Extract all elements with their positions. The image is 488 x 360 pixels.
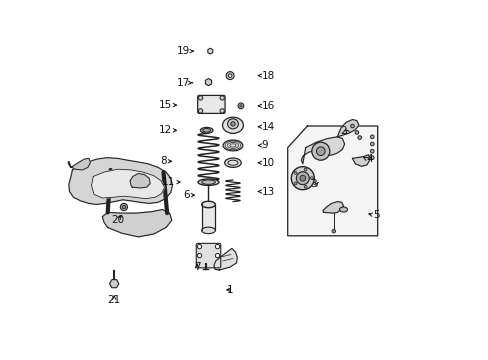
Text: 7: 7 bbox=[193, 262, 200, 272]
Text: 2: 2 bbox=[340, 126, 346, 136]
Circle shape bbox=[239, 105, 242, 107]
Circle shape bbox=[370, 149, 373, 153]
Circle shape bbox=[311, 142, 329, 160]
Polygon shape bbox=[91, 169, 164, 199]
Circle shape bbox=[316, 147, 325, 156]
Ellipse shape bbox=[201, 201, 215, 208]
Text: 17: 17 bbox=[176, 78, 189, 88]
Text: 12: 12 bbox=[158, 125, 171, 135]
Polygon shape bbox=[352, 155, 369, 166]
Polygon shape bbox=[287, 126, 377, 236]
Ellipse shape bbox=[223, 140, 243, 151]
Polygon shape bbox=[213, 248, 237, 270]
FancyBboxPatch shape bbox=[197, 95, 224, 113]
Ellipse shape bbox=[201, 227, 215, 234]
Circle shape bbox=[197, 253, 201, 258]
Text: 6: 6 bbox=[183, 190, 189, 200]
Circle shape bbox=[357, 136, 361, 139]
Circle shape bbox=[220, 96, 224, 100]
Circle shape bbox=[122, 205, 125, 209]
Circle shape bbox=[304, 185, 306, 188]
Text: 21: 21 bbox=[107, 294, 121, 305]
Circle shape bbox=[370, 156, 373, 159]
Text: 16: 16 bbox=[261, 101, 274, 111]
Circle shape bbox=[310, 177, 313, 180]
Circle shape bbox=[331, 229, 335, 233]
Circle shape bbox=[198, 96, 203, 100]
Circle shape bbox=[296, 172, 309, 185]
Text: 1: 1 bbox=[226, 285, 232, 295]
Text: 14: 14 bbox=[261, 122, 274, 132]
Polygon shape bbox=[68, 158, 90, 170]
Circle shape bbox=[370, 135, 373, 139]
Polygon shape bbox=[130, 174, 150, 188]
Circle shape bbox=[299, 175, 305, 181]
Circle shape bbox=[225, 72, 234, 80]
Circle shape bbox=[350, 124, 354, 128]
Text: 10: 10 bbox=[261, 158, 274, 168]
Circle shape bbox=[220, 109, 224, 113]
Circle shape bbox=[304, 168, 306, 171]
Text: 20: 20 bbox=[111, 215, 124, 225]
Circle shape bbox=[293, 171, 296, 174]
Circle shape bbox=[293, 182, 296, 185]
Polygon shape bbox=[69, 158, 172, 204]
Circle shape bbox=[291, 167, 314, 190]
Text: 15: 15 bbox=[158, 100, 171, 110]
Ellipse shape bbox=[203, 129, 210, 132]
Circle shape bbox=[238, 103, 244, 109]
Ellipse shape bbox=[224, 158, 241, 167]
Circle shape bbox=[215, 244, 219, 249]
Polygon shape bbox=[102, 210, 171, 237]
Circle shape bbox=[197, 244, 201, 249]
Ellipse shape bbox=[339, 207, 347, 212]
Text: 11: 11 bbox=[162, 177, 175, 187]
Ellipse shape bbox=[200, 127, 213, 133]
Circle shape bbox=[228, 74, 231, 77]
Circle shape bbox=[215, 253, 219, 258]
Text: 13: 13 bbox=[261, 186, 274, 197]
Circle shape bbox=[354, 131, 358, 134]
Ellipse shape bbox=[198, 179, 219, 185]
Circle shape bbox=[370, 142, 373, 146]
Bar bbox=[202, 204, 215, 230]
Polygon shape bbox=[337, 120, 358, 137]
Polygon shape bbox=[322, 202, 343, 213]
Text: 9: 9 bbox=[261, 140, 268, 150]
Text: 4: 4 bbox=[366, 154, 373, 164]
Text: 8: 8 bbox=[160, 156, 166, 166]
Circle shape bbox=[198, 109, 203, 113]
Text: 19: 19 bbox=[176, 46, 189, 56]
Text: 18: 18 bbox=[261, 71, 274, 81]
FancyBboxPatch shape bbox=[196, 243, 220, 268]
Text: 5: 5 bbox=[373, 210, 379, 220]
Text: 3: 3 bbox=[309, 179, 316, 189]
Circle shape bbox=[230, 122, 235, 126]
Ellipse shape bbox=[227, 119, 238, 129]
Polygon shape bbox=[301, 137, 344, 164]
Ellipse shape bbox=[201, 180, 215, 184]
Circle shape bbox=[120, 203, 127, 211]
Ellipse shape bbox=[222, 117, 243, 133]
